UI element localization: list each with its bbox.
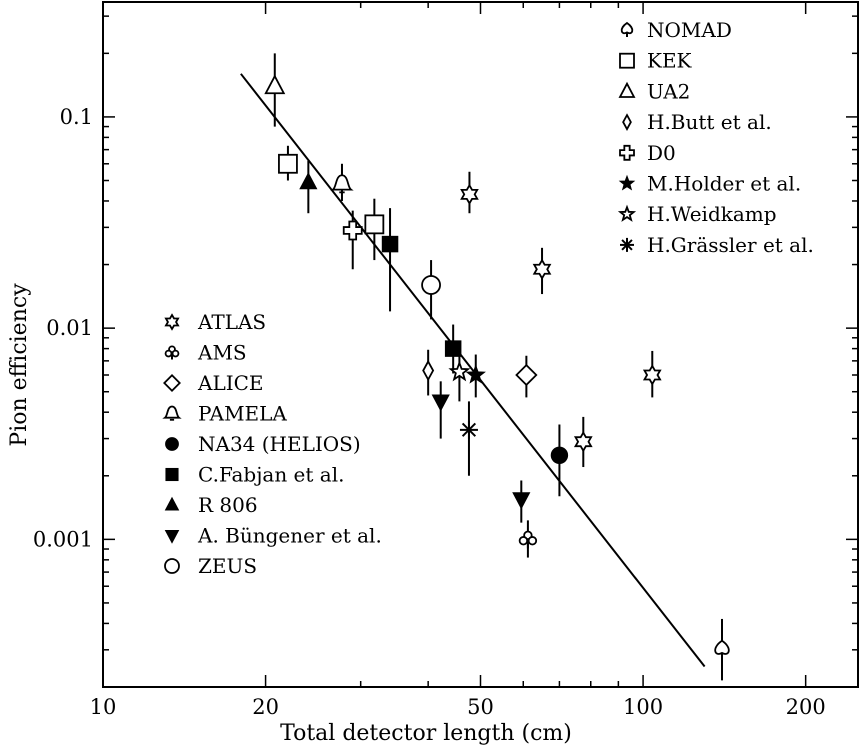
data-point-club	[518, 520, 538, 558]
legend-item: KEK	[619, 49, 693, 73]
legend-label: D0	[647, 141, 676, 165]
data-point-diamond	[515, 355, 538, 398]
legend-marker-triangle-down-filled	[164, 529, 180, 544]
data-point-square	[364, 198, 385, 261]
data-point-spade	[714, 618, 730, 681]
data-point-diamond-small	[422, 349, 435, 396]
legend-marker-star-open	[617, 204, 637, 222]
legend-label: PAMELA	[198, 402, 287, 426]
x-axis-label: Total detector length (cm)	[280, 721, 572, 746]
legend-item: H.Butt et al.	[622, 110, 772, 134]
legend-item: NOMAD	[620, 18, 732, 42]
legend-marker-triangle	[618, 81, 636, 98]
data-point-hexagram	[642, 350, 662, 398]
data-point-asterisk	[459, 401, 478, 476]
legend-item: PAMELA	[162, 402, 287, 426]
legend-marker-cross	[619, 144, 635, 161]
data-point-hexagram	[532, 247, 552, 295]
data-point-hexagram	[460, 171, 479, 214]
legend-marker-bell	[162, 405, 182, 421]
legend-label: H.Grässler et al.	[647, 233, 814, 257]
axis-ticks: 10 20 50 100 200 0.001 0.01 0.1	[33, 2, 858, 719]
legend-item: R 806	[164, 493, 258, 517]
x-tick-label: 200	[786, 695, 826, 719]
data-point-triangle-down-filled	[512, 480, 531, 523]
legend-item: ZEUS	[164, 554, 257, 578]
legend-marker-hexagram	[164, 313, 180, 331]
y-tick-label: 0.01	[46, 316, 93, 340]
legend-marker-spade	[620, 21, 634, 37]
legend-label: KEK	[647, 49, 693, 73]
data-point-square-filled	[381, 208, 399, 312]
fit-line-group	[240, 73, 706, 668]
fit-line	[240, 73, 706, 668]
legend-marker-circle-filled	[165, 437, 179, 451]
legend-item: M.Holder et al.	[618, 172, 801, 196]
x-tick-label: 100	[623, 695, 663, 719]
legend-label: H.Weidkamp	[647, 202, 777, 226]
legend-item: NA34 (HELIOS)	[165, 432, 361, 456]
data-point-triangle	[264, 53, 286, 127]
legend-marker-square-filled	[165, 467, 179, 482]
x-tick-label: 10	[90, 695, 117, 719]
legend-label: H.Butt et al.	[647, 110, 772, 134]
legend-marker-club	[164, 345, 180, 360]
y-axis-label: Pion efficiency	[7, 283, 32, 447]
legend-marker-square	[619, 52, 635, 69]
legend-label: ATLAS	[197, 310, 266, 334]
data-point-bell	[330, 163, 354, 201]
legend-right: NOMAD KEK UA2 H.Butt et al. D0 M.Holder et al…	[617, 18, 814, 257]
legend-label: NOMAD	[647, 18, 732, 42]
x-tick-label: 50	[467, 695, 494, 719]
data-point-circle	[421, 260, 441, 320]
legend-item: H.Grässler et al.	[620, 233, 814, 257]
data-point-square-filled	[444, 324, 462, 374]
legend-item: AMS	[164, 341, 247, 365]
data-point-circle-filled	[550, 424, 569, 497]
legend-marker-diamond-small	[622, 113, 632, 131]
x-tick-label: 20	[252, 695, 279, 719]
legend-label: C.Fabjan et al.	[198, 463, 344, 487]
legend-marker-diamond	[163, 374, 181, 392]
legend-marker-circle	[164, 558, 180, 574]
data-point-cross	[342, 210, 363, 270]
legend-item: ATLAS	[164, 310, 266, 334]
legend-label: ALICE	[197, 371, 264, 395]
legend-label: R 806	[198, 493, 258, 517]
y-tick-label: 0.001	[33, 527, 93, 551]
legend-marker-triangle-filled	[164, 496, 180, 511]
data-point-triangle-filled	[299, 160, 318, 214]
legend-label: ZEUS	[198, 554, 257, 578]
data-point-square	[278, 145, 298, 181]
legend-left: ATLAS AMS ALICE PAMELA NA34 (HELIOS) C.Fabjan…	[162, 310, 382, 578]
legend-label: NA34 (HELIOS)	[198, 432, 361, 456]
legend-item: H.Weidkamp	[617, 202, 777, 226]
legend-label: UA2	[647, 79, 690, 103]
legend-item: C.Fabjan et al.	[165, 463, 344, 487]
legend-item: ALICE	[163, 371, 264, 395]
data-point-hexagram	[573, 416, 593, 468]
legend-item: D0	[619, 141, 676, 165]
legend-marker-asterisk	[620, 237, 634, 252]
legend-item: A. Büngener et al.	[164, 524, 382, 548]
data-point-star-open	[448, 350, 471, 402]
legend-label: AMS	[197, 341, 247, 365]
data-points	[264, 53, 730, 681]
data-point-star-filled	[465, 354, 486, 398]
y-tick-label: 0.1	[60, 105, 93, 129]
legend-item: UA2	[618, 79, 690, 103]
legend-label: A. Büngener et al.	[197, 524, 382, 548]
legend-marker-star-filled	[618, 174, 636, 191]
data-point-triangle-down-filled	[431, 381, 450, 439]
legend-label: M.Holder et al.	[647, 172, 801, 196]
